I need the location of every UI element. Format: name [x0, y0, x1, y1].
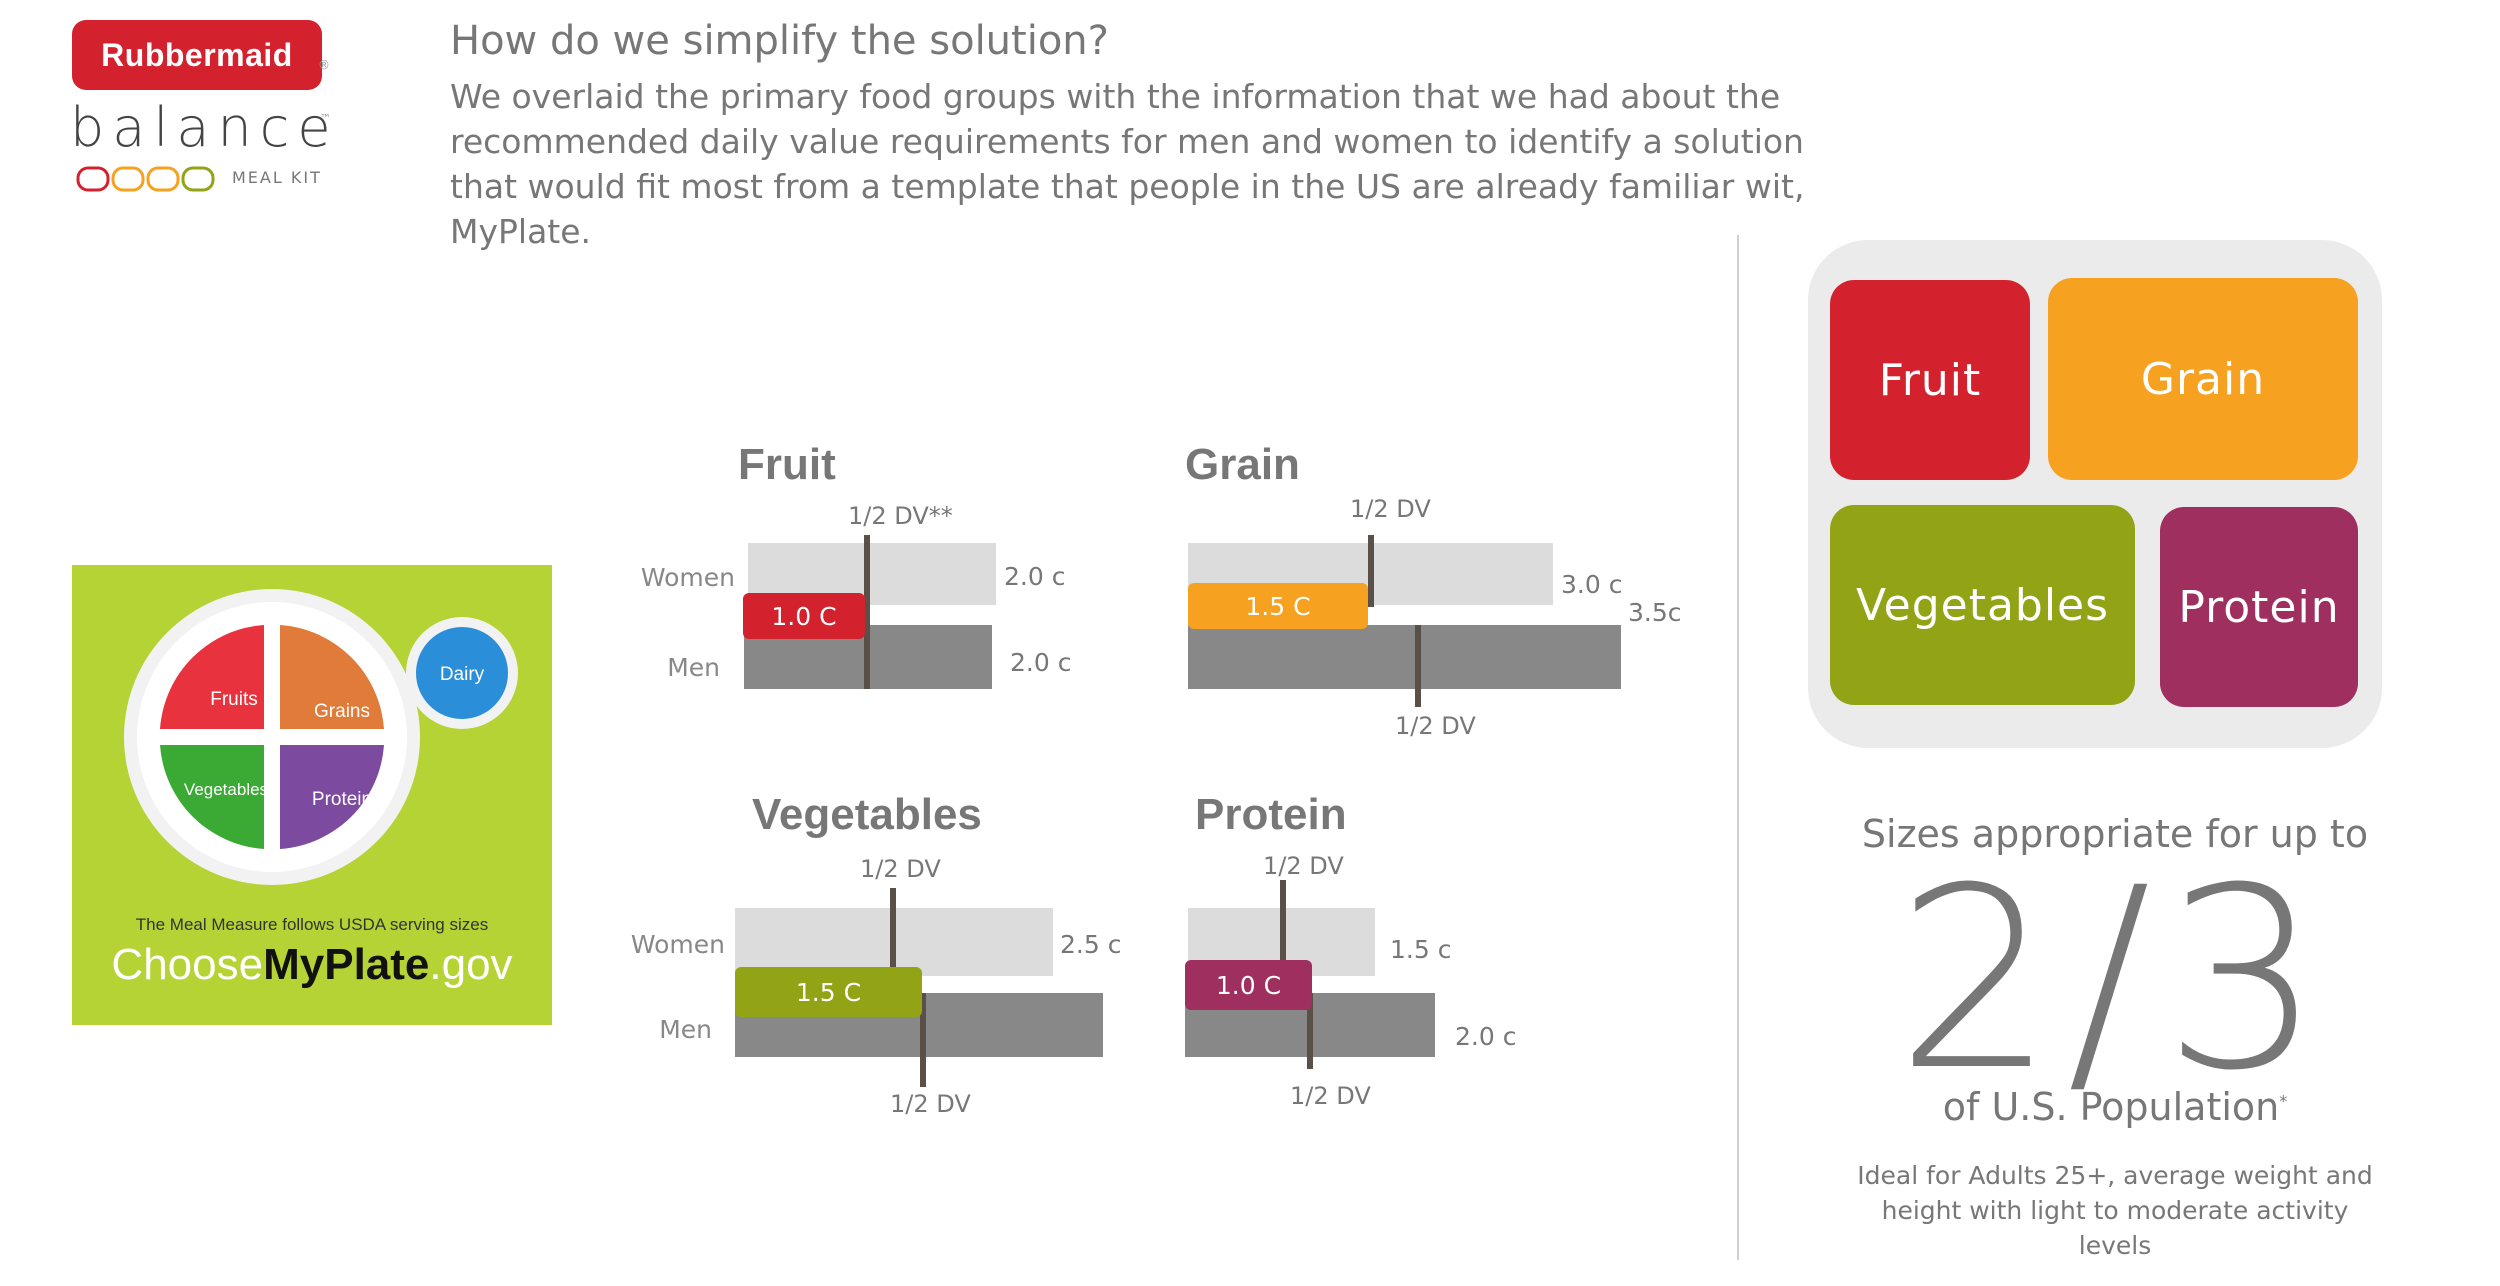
- grain-men-bar: [1188, 625, 1621, 689]
- vegetables-compartment: Vegetables: [1830, 505, 2135, 705]
- fruit-men-value: 2.0 c: [1010, 648, 1072, 677]
- vegetables-women-label: Women: [630, 930, 725, 959]
- protein-dv-bottom-label: 1/2 DV: [1290, 1082, 1371, 1110]
- grain-serving-bar: 1.5 C: [1188, 583, 1368, 629]
- vegetables-dv-top-label: 1/2 DV: [860, 855, 941, 883]
- population-label: of U.S. Population*: [1820, 1085, 2410, 1129]
- fruit-women-value: 2.0 c: [1004, 562, 1066, 591]
- grain-women-half-dv-marker: [1368, 535, 1374, 607]
- vegetables-women-half-dv-marker: [890, 888, 896, 973]
- grain-men-half-dv-marker: [1415, 625, 1421, 707]
- myplate-graphic: Fruits Grains Vegetables Protein Dairy T…: [72, 565, 552, 1025]
- myplate-website: ChooseMyPlate.gov: [72, 940, 552, 990]
- plate-dairy-label: Dairy: [440, 664, 485, 685]
- fruit-men-label: Men: [667, 653, 720, 682]
- population-asterisk: *: [2279, 1091, 2288, 1111]
- intro-paragraph: We overlaid the primary food groups with…: [450, 77, 1805, 251]
- fruit-chart-title: Fruit: [738, 440, 836, 489]
- ideal-audience-note: Ideal for Adults 25+, average weight and…: [1857, 1161, 2373, 1260]
- vegetables-women-value: 2.5 c: [1060, 930, 1122, 959]
- grain-chart-title: Grain: [1185, 440, 1300, 489]
- population-text: of U.S. Population: [1942, 1085, 2280, 1129]
- trademark-mark: ™: [320, 112, 331, 125]
- grain-dv-bottom-label: 1/2 DV: [1395, 712, 1476, 740]
- protein-compartment: Protein: [2160, 507, 2358, 707]
- myplate-tagline: The Meal Measure follows USDA serving si…: [135, 915, 489, 934]
- protein-dv-top-label: 1/2 DV: [1263, 852, 1344, 880]
- grain-compartment: Grain: [2048, 278, 2358, 480]
- fruit-dv-top-label: 1/2 DV**: [848, 502, 953, 530]
- protein-women-half-dv-marker: [1280, 880, 1286, 975]
- protein-men-half-dv-marker: [1307, 993, 1313, 1069]
- plate-grains-label: Grains: [314, 701, 370, 722]
- vegetables-serving-bar: 1.5 C: [735, 967, 922, 1017]
- meal-kit-rings-icon: [76, 166, 215, 192]
- grain-dv-top-label: 1/2 DV: [1350, 495, 1431, 523]
- meal-kit-label: MEAL KIT: [232, 168, 322, 187]
- fruit-half-dv-marker: [864, 535, 870, 689]
- vegetables-dv-bottom-label: 1/2 DV: [890, 1090, 971, 1118]
- grain-women-value: 3.0 c: [1561, 570, 1623, 599]
- fruit-serving-bar: 1.0 C: [743, 593, 865, 639]
- myplate-plate-icon: Fruits Grains Vegetables Protein Dairy: [124, 589, 518, 885]
- site-prefix: Choose: [111, 940, 264, 989]
- protein-serving-bar: 1.0 C: [1185, 960, 1312, 1010]
- site-bold: MyPlate: [263, 940, 430, 989]
- fruit-compartment: Fruit: [1830, 280, 2030, 480]
- population-fraction: 2/3: [1895, 834, 2335, 1125]
- plate-vegetables-label: Vegetables: [184, 780, 268, 799]
- fruit-women-label: Women: [640, 563, 735, 592]
- protein-men-value: 2.0 c: [1455, 1022, 1517, 1051]
- meal-kit-container: Fruit Grain Vegetables Protein: [1808, 240, 2382, 748]
- grain-men-value: 3.5c: [1628, 598, 1682, 627]
- protein-women-value: 1.5 c: [1390, 935, 1452, 964]
- sizes-label: Sizes appropriate for up to: [1861, 812, 2369, 856]
- balance-logo-text: balance: [70, 96, 339, 159]
- plate-protein-label: Protein: [312, 789, 372, 810]
- vegetables-men-half-dv-marker: [920, 993, 926, 1087]
- plate-fruits-label: Fruits: [210, 689, 258, 710]
- rubbermaid-logo: Rubbermaid: [72, 20, 322, 90]
- registered-mark: ®: [318, 58, 330, 72]
- vegetables-men-label: Men: [659, 1015, 712, 1044]
- vegetables-chart-title: Vegetables: [752, 790, 982, 839]
- protein-chart-title: Protein: [1195, 790, 1347, 839]
- page-title: How do we simplify the solution?: [450, 18, 1109, 64]
- site-suffix: .gov: [429, 940, 513, 989]
- section-divider: [1737, 235, 1739, 1260]
